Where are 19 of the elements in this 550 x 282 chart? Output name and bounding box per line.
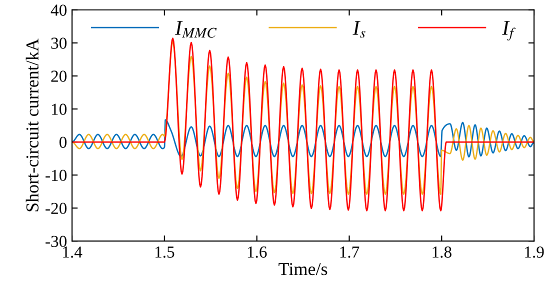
x-tick-label: 1.5 [156,246,174,258]
x-tick-label: 1.9 [525,246,544,258]
y-tick-label: -20 [46,202,67,214]
x-tick-label: 1.4 [63,246,82,258]
y-tick-label: 10 [52,104,67,115]
legend-label: I$_{MMC}$ [174,21,217,38]
x-tick-label: 1.8 [432,246,452,258]
y-tick-label: 0 [59,136,67,148]
legend-label: I$_{f}$ [502,21,516,41]
y-axis-title: Short-circuit current/kA [26,38,39,212]
x-tick-label: 1.7 [340,246,360,258]
y-tick-label: -10 [46,170,67,181]
y-tick-label: 20 [51,70,67,82]
legend-label: I$_{s}$ [352,21,366,38]
y-tick-label: -30 [46,236,67,248]
y-tick-label: 30 [51,38,67,49]
x-tick-label: 1.6 [248,246,267,258]
y-tick-label: 40 [50,4,67,16]
x-axis-title: Time/s [278,263,328,276]
